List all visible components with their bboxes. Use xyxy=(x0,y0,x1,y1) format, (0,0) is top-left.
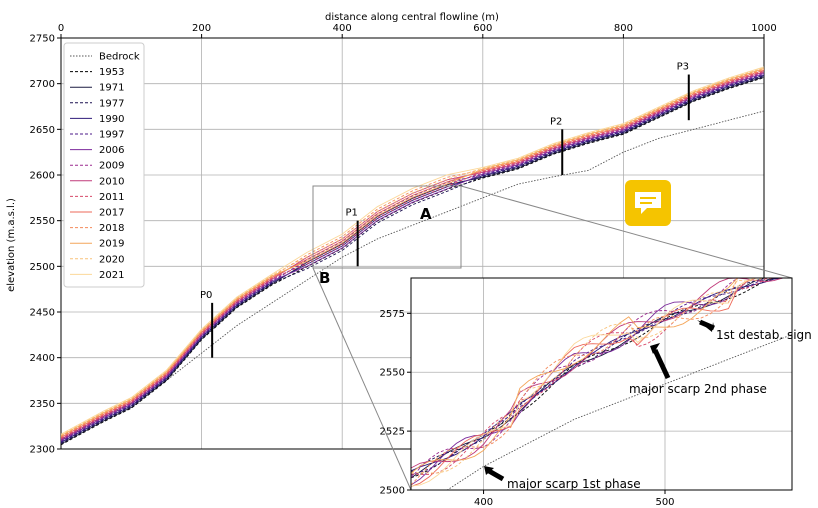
inset-series-line-1990 xyxy=(410,277,792,472)
zoom-connector-left xyxy=(312,267,412,491)
x-axis-label: distance along central flowline (m) xyxy=(325,12,499,23)
series-line-2017 xyxy=(60,69,765,438)
y-axis-label: elevation (m.a.s.l.) xyxy=(6,198,17,292)
series-line-2021 xyxy=(60,66,765,435)
y-tick-label: 2750 xyxy=(30,34,55,45)
inset-series-line-2018 xyxy=(410,277,792,486)
inset-series xyxy=(410,277,793,491)
x-tick-label: 1000 xyxy=(751,23,776,34)
inset-x-tick-label: 500 xyxy=(655,497,674,508)
y-tick-label: 2400 xyxy=(30,353,55,364)
main-y-ticks: 2300 2350 2400 2450 2500 2550 2600 2650 2700 2750 xyxy=(30,34,61,456)
y-tick-label: 2450 xyxy=(30,308,55,319)
annotation-1st-destab: 1st destab. sign xyxy=(716,328,812,342)
arrow-2nd-phase-head xyxy=(650,343,660,354)
y-tick-label: 2350 xyxy=(30,399,55,410)
x-tick-label: 400 xyxy=(333,23,352,34)
x-tick-label: 0 xyxy=(58,23,64,34)
marker-label-p1: P1 xyxy=(345,208,357,219)
legend-box xyxy=(63,42,145,288)
legend-label: 1971 xyxy=(99,83,124,94)
inset-y-ticks: 2500 2525 2550 2575 xyxy=(380,309,411,497)
zoom-box xyxy=(312,185,462,269)
marker-label-p2: P2 xyxy=(550,116,562,127)
main-plot: distance along central flowline (m) elev… xyxy=(6,12,793,491)
inset-series-line-2019 xyxy=(410,277,792,474)
legend-label: 2018 xyxy=(99,223,124,234)
main-series xyxy=(60,66,765,446)
comment-glyph xyxy=(635,192,661,214)
x-tick-label: 200 xyxy=(192,23,211,34)
legend: Bedrock 1953 1971 1977 1990 1997 2006 2009 2010 2… xyxy=(63,42,145,288)
x-tick-label: 600 xyxy=(473,23,492,34)
legend-label: 2017 xyxy=(99,208,124,219)
legend-label: 2009 xyxy=(99,161,124,172)
arrow-2nd-phase-shaft xyxy=(652,348,671,380)
main-markers: P0 P1 P2 P3 xyxy=(200,62,690,358)
y-tick-label: 2300 xyxy=(30,445,55,456)
inset-series-line-2009 xyxy=(410,277,792,479)
annotation-1st-phase: major scarp 1st phase xyxy=(507,477,641,491)
marker-label-p0: P0 xyxy=(200,290,212,301)
series-line-bedrock xyxy=(60,110,765,441)
inset-y-tick-label: 2525 xyxy=(380,427,405,438)
comment-icon[interactable] xyxy=(625,180,671,226)
legend-label: 2019 xyxy=(99,239,124,250)
inset-series-line-1971 xyxy=(410,277,792,479)
annotation-2nd-phase: major scarp 2nd phase xyxy=(629,382,767,396)
legend-label: Bedrock xyxy=(99,52,140,63)
legend-label: 1990 xyxy=(99,114,124,125)
inset-y-tick-label: 2575 xyxy=(380,309,405,320)
marker-label-p3: P3 xyxy=(677,62,689,73)
inset-grid xyxy=(411,278,792,491)
legend-label: 2010 xyxy=(99,176,124,187)
zoom-connector-right xyxy=(460,185,793,279)
y-tick-label: 2500 xyxy=(30,262,55,273)
series-line-2019 xyxy=(60,68,765,437)
inset-series-line-2021 xyxy=(410,277,792,487)
inset-x-ticks: 400 500 xyxy=(474,490,675,508)
inset-series-line-1997 xyxy=(410,277,792,476)
y-tick-label: 2600 xyxy=(30,171,55,182)
arrow-1st-phase-shaft xyxy=(487,468,505,482)
legend-label: 2011 xyxy=(99,192,124,203)
x-tick-label: 800 xyxy=(614,23,633,34)
series-line-2018 xyxy=(60,68,765,437)
series-line-2011 xyxy=(60,70,765,439)
legend-label: 2006 xyxy=(99,145,124,156)
series-line-1990 xyxy=(60,74,765,443)
legend-label: 1977 xyxy=(99,98,124,109)
inset-series-line-2017 xyxy=(410,277,792,487)
inset-y-tick-label: 2500 xyxy=(380,486,405,497)
y-tick-label: 2700 xyxy=(30,79,55,90)
legend-label: 1953 xyxy=(99,67,124,78)
inset-series-line-2020 xyxy=(410,277,792,474)
series-line-2020 xyxy=(60,67,765,436)
region-label-a: A xyxy=(420,205,432,223)
inset-series-line-bedrock xyxy=(411,334,793,491)
series-line-2006 xyxy=(60,73,765,442)
arrow-1st-destab-shaft xyxy=(699,319,715,331)
legend-label: 1997 xyxy=(99,130,124,141)
inset-y-tick-label: 2550 xyxy=(380,368,405,379)
legend-label: 2021 xyxy=(99,270,124,281)
y-tick-label: 2650 xyxy=(30,125,55,136)
y-tick-label: 2550 xyxy=(30,216,55,227)
inset-x-tick-label: 400 xyxy=(474,497,493,508)
inset-axes-frame xyxy=(410,277,793,491)
inset-plot: 400 500 2500 2525 2550 2575 1st destab. sign… xyxy=(380,277,812,508)
region-label-b: B xyxy=(319,269,330,287)
arrow-1st-phase-head xyxy=(484,466,494,475)
series-line-1977 xyxy=(60,75,765,444)
main-x-ticks: 0 200 400 600 800 1000 xyxy=(58,23,777,38)
legend-label: 2020 xyxy=(99,254,124,265)
